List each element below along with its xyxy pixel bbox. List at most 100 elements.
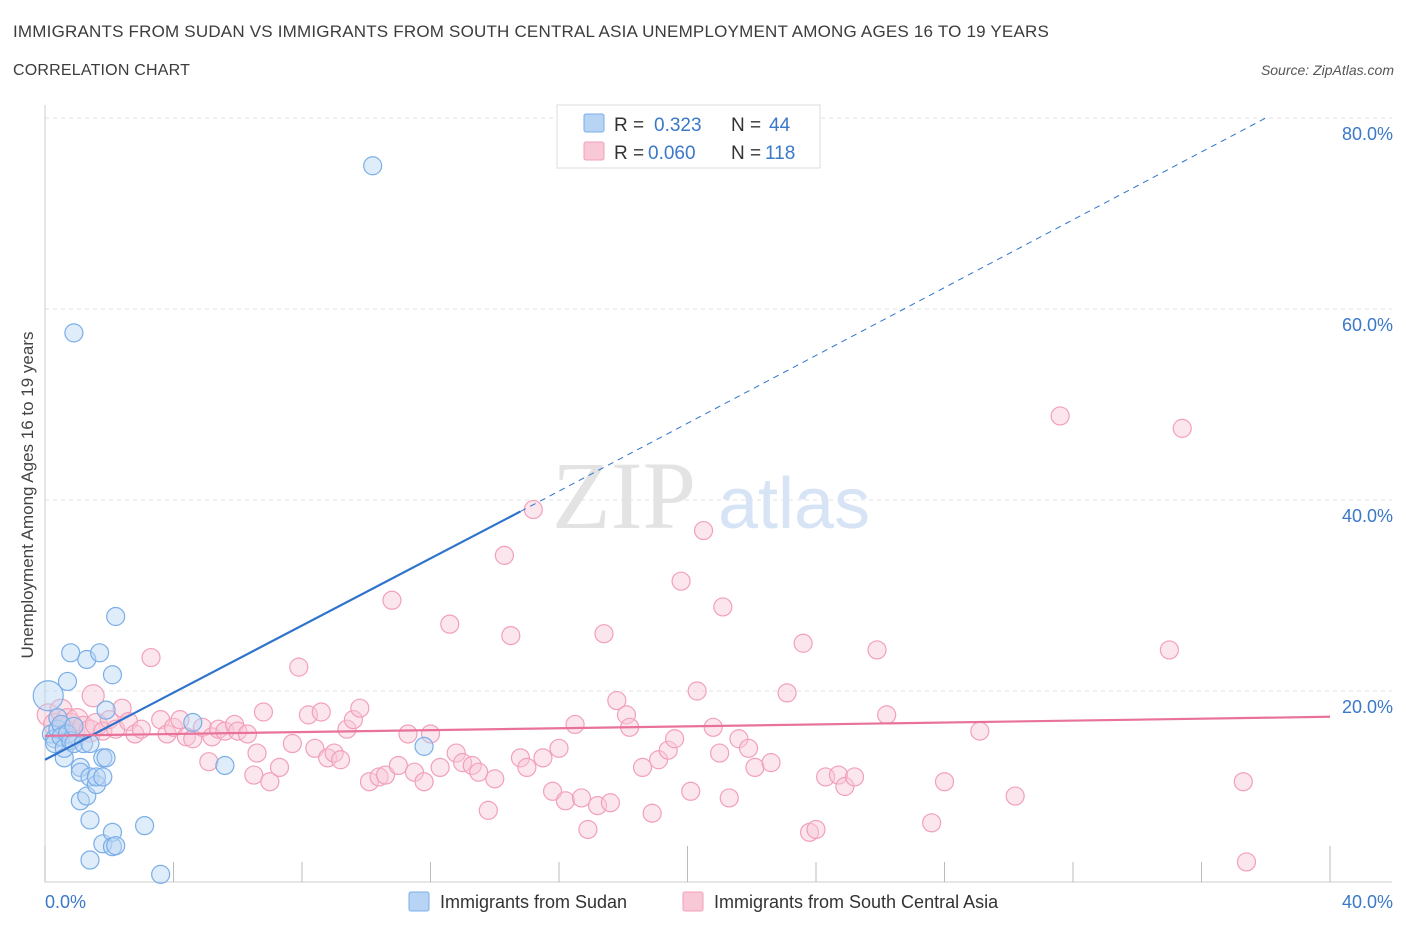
- legend-n-label-sudan: N =: [731, 115, 761, 136]
- sca-point: [533, 748, 553, 768]
- legend-r-label-sudan: R =: [614, 115, 644, 136]
- sca-point: [414, 772, 434, 792]
- sudan-point: [64, 716, 84, 736]
- sudan-point: [183, 712, 203, 733]
- sudan-point: [32, 680, 64, 712]
- sca-point: [542, 781, 563, 801]
- sca-point: [330, 750, 351, 770]
- sca-point: [867, 640, 887, 660]
- trend-line-sudan: [44, 510, 521, 761]
- sca-point: [388, 755, 408, 776]
- sudan-point: [64, 323, 84, 343]
- sca-point: [600, 793, 621, 813]
- watermark-atlas: atlas: [718, 464, 870, 544]
- sca-point: [244, 765, 264, 785]
- sca-point: [745, 757, 765, 778]
- sca-point: [565, 714, 585, 735]
- sca-point: [289, 657, 309, 677]
- legend-n-label-sca: N =: [731, 143, 761, 164]
- legend-r-value-sca: 0.060: [648, 143, 696, 164]
- sudan-point: [61, 643, 81, 663]
- bottom-legend-label-sudan: Immigrants from Sudan: [440, 892, 627, 912]
- sudan-point: [93, 767, 113, 787]
- sca-point: [311, 702, 331, 722]
- bottom-legend-label-sca: Immigrants from South Central Asia: [714, 892, 999, 912]
- trend-line-sca: [44, 715, 1331, 737]
- legend-r-value-sudan: 0.323: [654, 115, 702, 136]
- sca-point: [337, 719, 357, 739]
- sca-point: [616, 705, 637, 725]
- watermark: ZIP atlas: [552, 442, 870, 549]
- sca-point: [761, 753, 781, 773]
- sca-point: [517, 757, 537, 778]
- sca-point: [81, 684, 105, 708]
- y-tick-label-2: 60.0%: [1342, 315, 1393, 335]
- sca-point: [793, 633, 813, 653]
- bottom-legend-swatch-sudan: [408, 891, 430, 912]
- series-south-central-asia: [36, 406, 1257, 872]
- sca-point: [671, 571, 691, 591]
- sca-point: [305, 738, 325, 758]
- sudan-point: [80, 810, 100, 830]
- sca-point: [282, 733, 302, 754]
- sca-point: [382, 590, 402, 610]
- sca-point: [1005, 786, 1025, 806]
- sudan-point: [90, 643, 110, 663]
- bottom-legend-swatch-sca: [682, 891, 704, 912]
- sca-point: [141, 647, 161, 668]
- sca-point: [253, 702, 274, 722]
- sca-point: [713, 597, 733, 617]
- legend-r-label-sca: R =: [614, 143, 644, 164]
- sca-point: [375, 765, 396, 785]
- sca-point: [607, 690, 627, 711]
- sca-point: [844, 767, 865, 787]
- sca-point: [163, 717, 184, 737]
- y-tick-label-1: 40.0%: [1342, 506, 1393, 526]
- sudan-point: [106, 836, 126, 856]
- sca-point: [658, 740, 678, 760]
- sudan-point: [80, 850, 100, 870]
- sca-point: [1159, 640, 1179, 660]
- sudan-point: [414, 736, 434, 756]
- sca-point: [710, 743, 730, 763]
- sca-point: [594, 624, 614, 644]
- series-sudan: [32, 156, 434, 884]
- legend-swatch-sudan: [583, 113, 605, 133]
- sca-point: [806, 819, 826, 840]
- sca-point: [510, 748, 531, 768]
- sca-point: [922, 813, 942, 833]
- sudan-point: [96, 748, 116, 768]
- sudan-point: [363, 156, 383, 176]
- sca-point: [269, 757, 290, 778]
- sca-point: [703, 717, 723, 737]
- sca-point: [343, 710, 363, 730]
- sudan-point: [86, 774, 107, 795]
- tick-labels: 20.0% 40.0% 60.0% 80.0% 0.0% 40.0%: [45, 124, 1393, 912]
- sca-point: [440, 614, 460, 634]
- legend-swatch-sca: [583, 141, 605, 161]
- sca-point: [350, 698, 370, 718]
- sca-point: [523, 499, 543, 520]
- y-tick-label-0: 20.0%: [1342, 697, 1393, 717]
- sudan-point: [96, 700, 116, 720]
- sca-point: [693, 520, 714, 541]
- sca-point: [687, 681, 707, 701]
- sca-point: [665, 729, 685, 749]
- y-axis-label: Unemployment Among Ages 16 to 19 years: [18, 332, 37, 659]
- y-tick-label-3: 80.0%: [1342, 124, 1393, 144]
- trend-lines: [44, 117, 1331, 761]
- sca-point: [260, 772, 280, 792]
- x-tick-label-0: 0.0%: [45, 892, 86, 912]
- sca-point: [578, 819, 598, 840]
- sca-point: [469, 762, 489, 782]
- sca-point: [359, 772, 380, 792]
- sca-point: [446, 743, 466, 763]
- sca-point: [485, 769, 505, 789]
- legend-n-value-sudan: 44: [769, 115, 791, 136]
- sca-point: [247, 743, 267, 763]
- sca-point: [777, 683, 797, 703]
- sudan-point: [151, 864, 171, 884]
- legend: R = 0.323 N = 44 R = 0.060 N = 118: [556, 104, 821, 169]
- sudan-point: [106, 606, 126, 627]
